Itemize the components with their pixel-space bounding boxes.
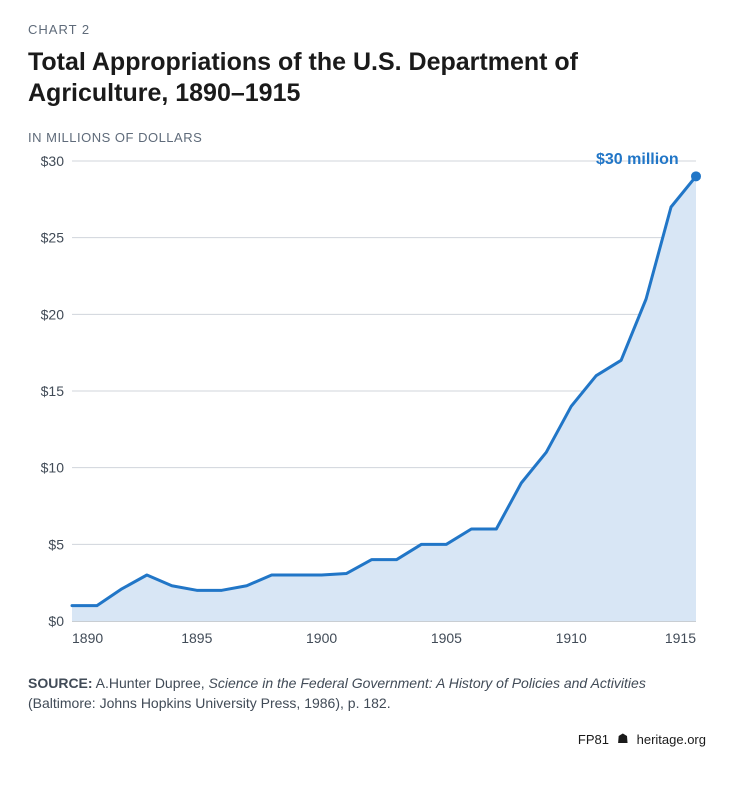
svg-text:$5: $5	[48, 536, 64, 552]
svg-text:1905: 1905	[431, 630, 462, 646]
svg-text:$30: $30	[41, 153, 65, 169]
bell-icon: ☗	[617, 731, 629, 747]
svg-text:$0: $0	[48, 613, 64, 629]
source-pre: A.Hunter Dupree,	[93, 675, 209, 691]
title-block: Total Appropriations of the U.S. Departm…	[28, 47, 706, 110]
footer-code: FP81	[578, 732, 609, 747]
area-chart-svg: $0 $5 $10 $15 $20 $25 $30 1890 1895 1900 1905 1910 1…	[28, 151, 706, 657]
footer: FP81 ☗ heritage.org	[28, 731, 706, 747]
svg-text:1910: 1910	[556, 630, 587, 646]
svg-text:$15: $15	[41, 383, 65, 399]
chart-kicker: CHART 2	[28, 22, 706, 37]
source-line: SOURCE: A.Hunter Dupree, Science in the …	[28, 673, 706, 714]
svg-text:1915: 1915	[665, 630, 696, 646]
footer-site: heritage.org	[637, 732, 706, 747]
source-post: (Baltimore: Johns Hopkins University Pre…	[28, 695, 391, 711]
source-label: SOURCE:	[28, 675, 93, 691]
svg-text:1890: 1890	[72, 630, 103, 646]
end-callout-label: $30 million	[596, 151, 679, 169]
svg-text:$20: $20	[41, 306, 65, 322]
chart-title: Total Appropriations of the U.S. Departm…	[28, 47, 706, 110]
svg-text:$25: $25	[41, 229, 65, 245]
y-axis-title: IN MILLIONS OF DOLLARS	[28, 130, 706, 145]
svg-text:1895: 1895	[181, 630, 212, 646]
source-italic: Science in the Federal Government: A His…	[209, 675, 646, 691]
chart-area: $0 $5 $10 $15 $20 $25 $30 1890 1895 1900 1905 1910 1…	[28, 151, 706, 657]
svg-text:$10: $10	[41, 459, 65, 475]
svg-text:1900: 1900	[306, 630, 337, 646]
